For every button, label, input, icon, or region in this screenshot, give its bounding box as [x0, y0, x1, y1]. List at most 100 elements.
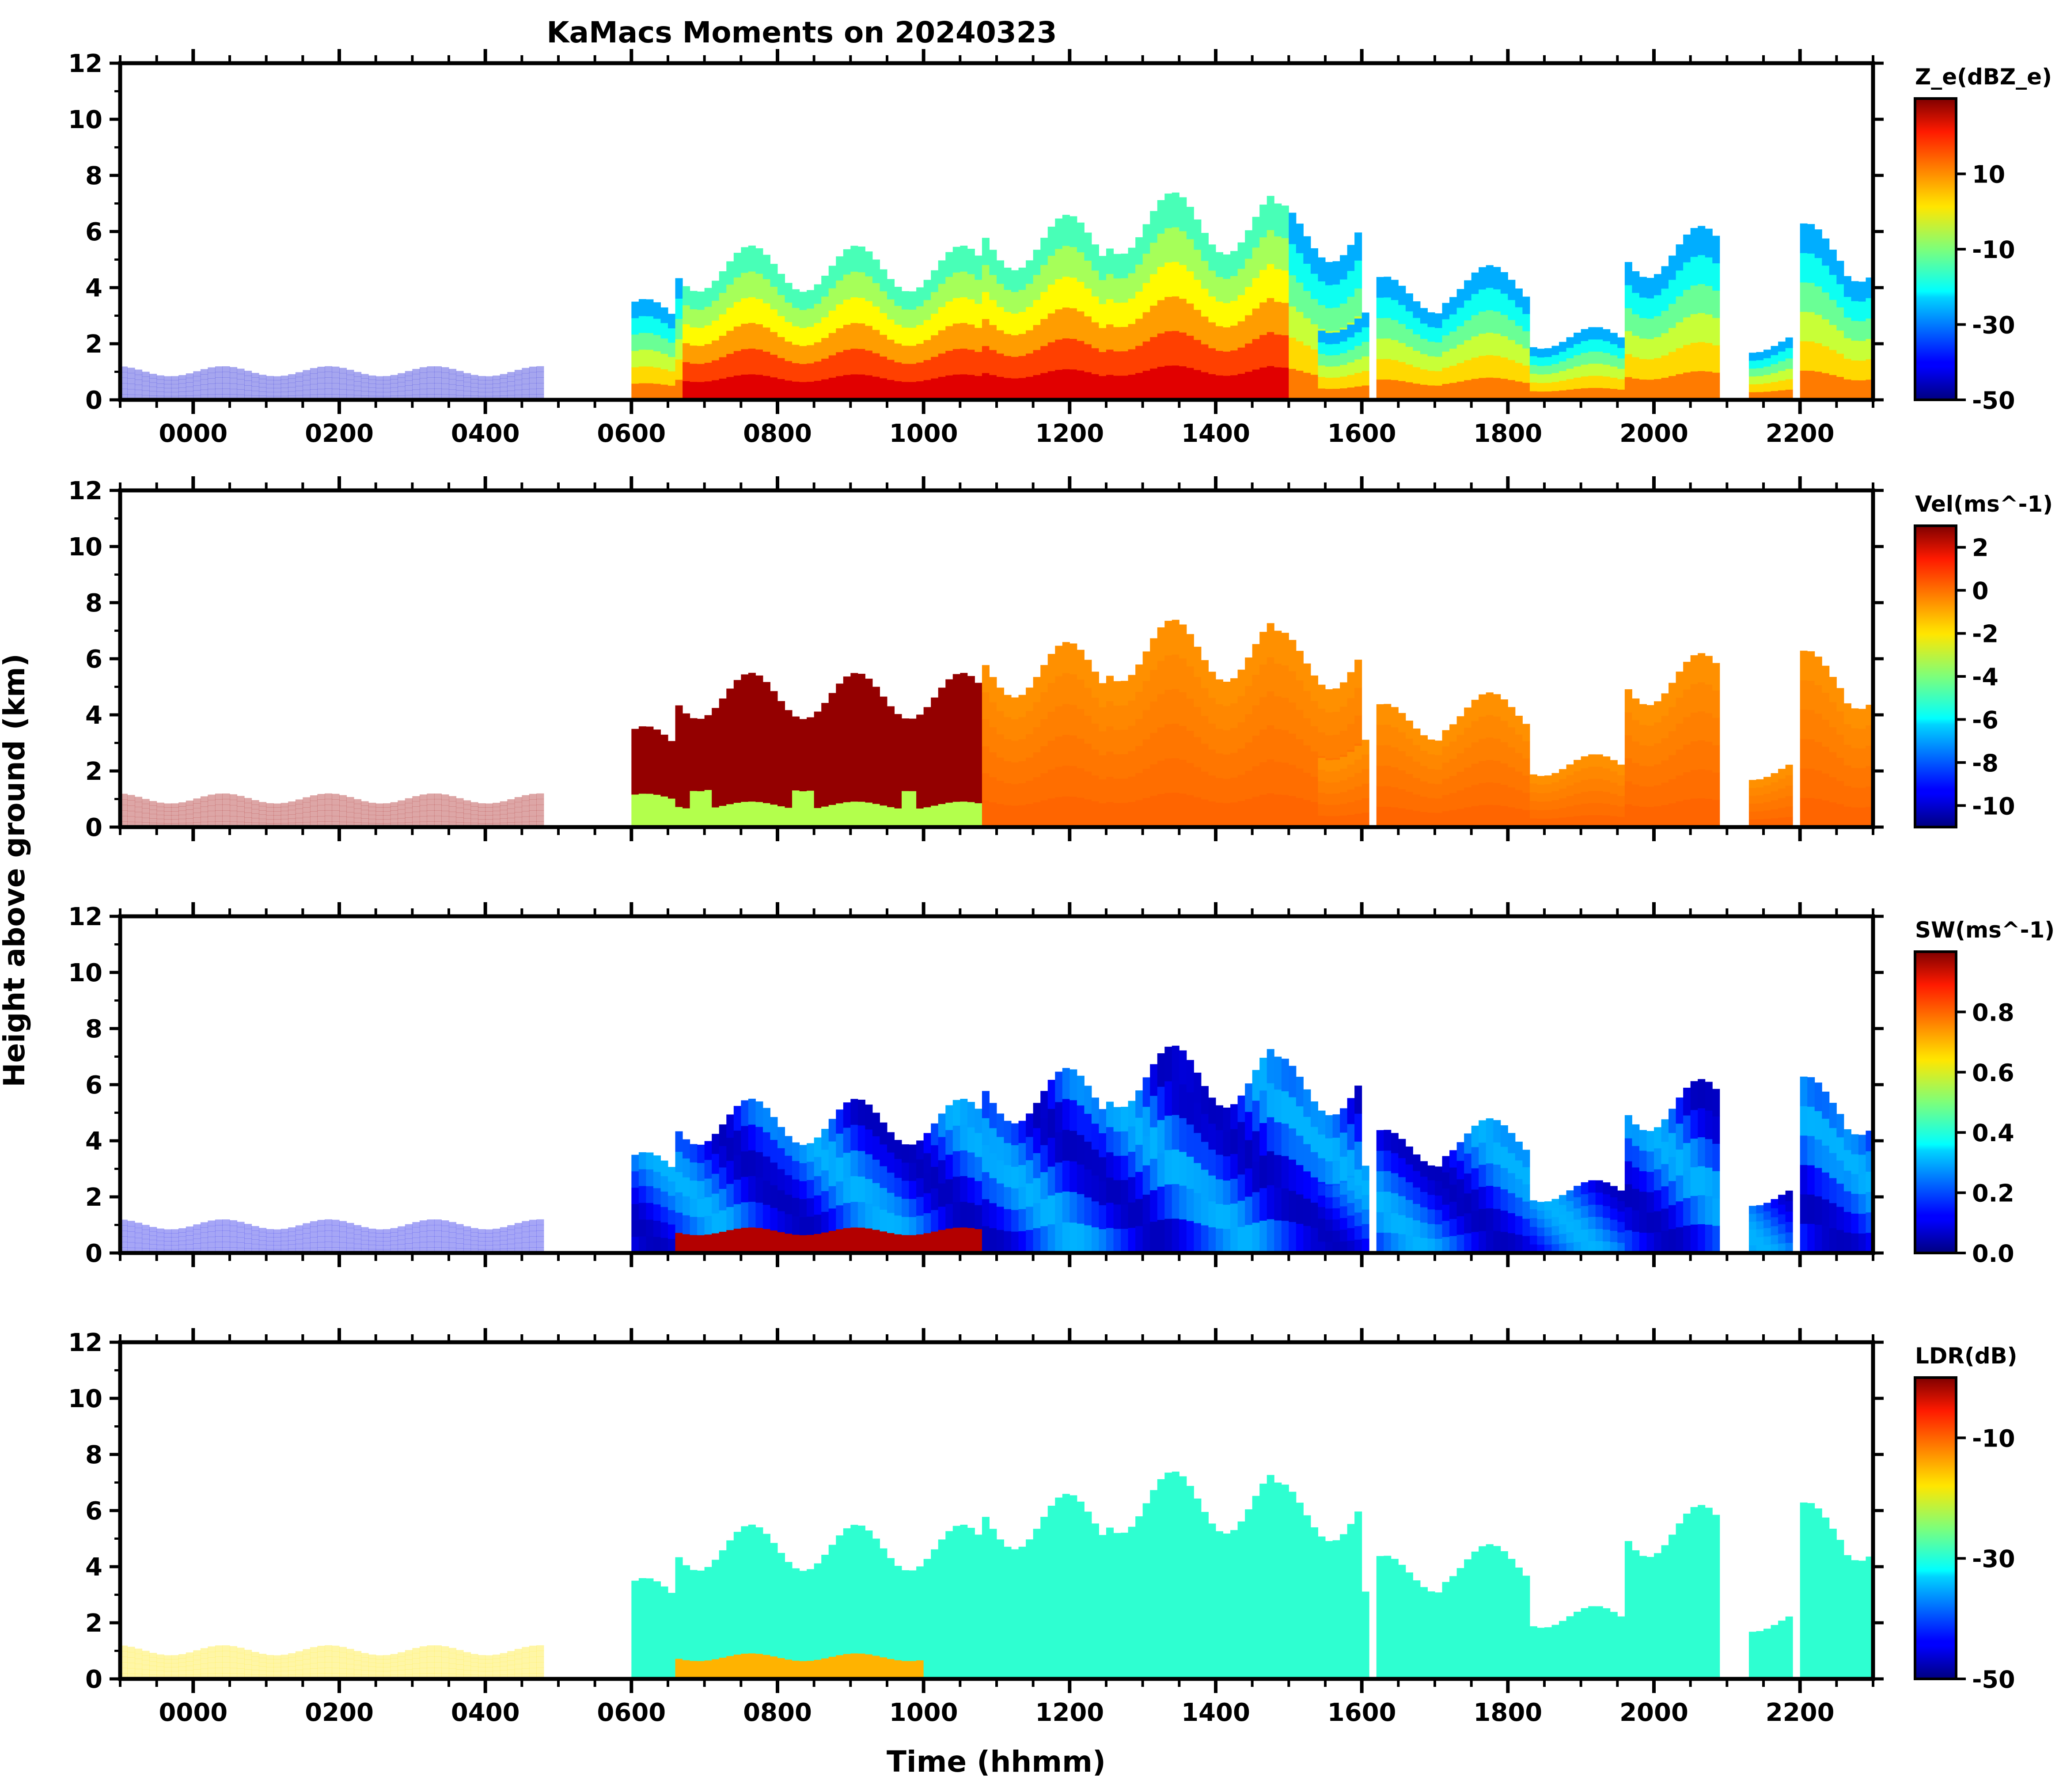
- radar-cell: [310, 379, 318, 384]
- radar-cell: [1281, 1220, 1289, 1253]
- radar-cell: [310, 1668, 318, 1674]
- radar-cell: [1814, 1139, 1822, 1168]
- radar-cell: [1661, 266, 1669, 289]
- radar-cell: [310, 801, 318, 806]
- radar-cell: [156, 379, 164, 384]
- radar-cell: [1843, 317, 1851, 338]
- radar-cell: [638, 299, 646, 316]
- radar-cell: [683, 324, 690, 343]
- radar-cell: [1581, 364, 1589, 377]
- radar-cell: [1500, 699, 1508, 721]
- radar-cell: [748, 374, 756, 400]
- radar-cell: [1661, 1141, 1669, 1164]
- radar-cell: [1785, 348, 1793, 359]
- radar-cell: [273, 811, 281, 816]
- radar-cell: [1669, 731, 1676, 756]
- radar-cell: [785, 788, 793, 808]
- radar-cell: [638, 332, 646, 350]
- radar-cell: [755, 675, 763, 701]
- radar-cell: [902, 309, 910, 328]
- radar-cell: [1479, 1164, 1487, 1187]
- radar-cell: [1194, 1223, 1202, 1253]
- radar-cell: [478, 1229, 486, 1234]
- radar-cell: [1544, 357, 1552, 366]
- radar-cell: [1142, 1165, 1150, 1195]
- radar-cell: [339, 795, 347, 801]
- radar-cell: [1529, 801, 1537, 810]
- radar-cell: [1515, 1234, 1523, 1253]
- radar-cell: [1040, 719, 1048, 747]
- radar-cell: [909, 755, 917, 773]
- radar-cell: [1398, 361, 1406, 381]
- radar-cell: [1055, 369, 1063, 400]
- radar-cell: [1106, 324, 1114, 350]
- radar-cell: [1617, 1232, 1625, 1243]
- radar-cell: [354, 386, 362, 391]
- radar-cell: [1303, 800, 1311, 828]
- radar-cell: [1172, 365, 1179, 400]
- radar-cell: [909, 327, 917, 346]
- radar-cell: [1836, 376, 1844, 400]
- radar-cell: [1376, 1171, 1384, 1192]
- radar-cell: [1588, 1204, 1596, 1217]
- radar-cell: [1259, 1220, 1267, 1253]
- radar-cell: [1325, 1219, 1333, 1231]
- y-tick-label: 2: [85, 757, 102, 786]
- radar-cell: [668, 1664, 676, 1679]
- radar-cell: [1705, 741, 1713, 771]
- radar-cell: [1771, 1217, 1779, 1226]
- radar-cell: [354, 1230, 362, 1235]
- radar-cell: [828, 1186, 836, 1209]
- radar-cell: [1062, 1129, 1070, 1161]
- radar-cell: [748, 1124, 756, 1150]
- radar-cell: [1099, 1157, 1107, 1181]
- radar-cell: [1361, 1166, 1369, 1181]
- radar-cell: [1486, 1185, 1494, 1208]
- radar-cell: [1814, 343, 1822, 372]
- radar-cell: [799, 719, 807, 737]
- radar-cell: [441, 1668, 449, 1674]
- radar-cell: [1325, 712, 1333, 736]
- radar-cell: [1456, 771, 1464, 790]
- radar-cell: [748, 699, 756, 725]
- radar-cell: [1325, 366, 1333, 378]
- radar-cell: [127, 1242, 135, 1248]
- radar-cell: [281, 811, 288, 816]
- radar-cell: [1004, 739, 1012, 761]
- radar-cell: [339, 389, 347, 395]
- radar-cell: [1354, 759, 1362, 773]
- radar-cell: [186, 823, 193, 828]
- radar-cell: [902, 809, 910, 828]
- radar-cell: [704, 1197, 712, 1216]
- radar-cell: [434, 810, 442, 816]
- radar-cell: [1274, 1122, 1282, 1155]
- radar-cell: [997, 283, 1005, 308]
- radar-cell: [909, 1235, 917, 1253]
- radar-cell: [1479, 694, 1487, 717]
- radar-cell: [427, 383, 435, 389]
- radar-cell: [755, 751, 763, 777]
- radar-cell: [660, 1207, 668, 1223]
- radar-cell: [1340, 706, 1348, 731]
- radar-cell: [434, 1651, 442, 1657]
- radar-cell: [171, 380, 179, 384]
- radar-cell: [923, 1173, 931, 1193]
- radar-cell: [683, 808, 690, 828]
- radar-cell: [1574, 805, 1581, 816]
- radar-cell: [434, 1219, 442, 1226]
- radar-cell: [1449, 1236, 1457, 1253]
- radar-cell: [1281, 1091, 1289, 1124]
- radar-cell: [171, 376, 179, 380]
- radar-cell: [317, 1225, 325, 1231]
- radar-cell: [346, 1243, 354, 1249]
- radar-cell: [683, 1177, 690, 1196]
- radar-cell: [975, 755, 982, 779]
- radar-cell: [683, 362, 690, 381]
- radar-cell: [1843, 1232, 1851, 1253]
- radar-cell: [1230, 802, 1238, 828]
- radar-cell: [1113, 802, 1121, 828]
- radar-cell: [208, 367, 216, 373]
- radar-cell: [1486, 715, 1494, 738]
- radar-cell: [405, 1659, 413, 1665]
- radar-cell: [1150, 305, 1158, 338]
